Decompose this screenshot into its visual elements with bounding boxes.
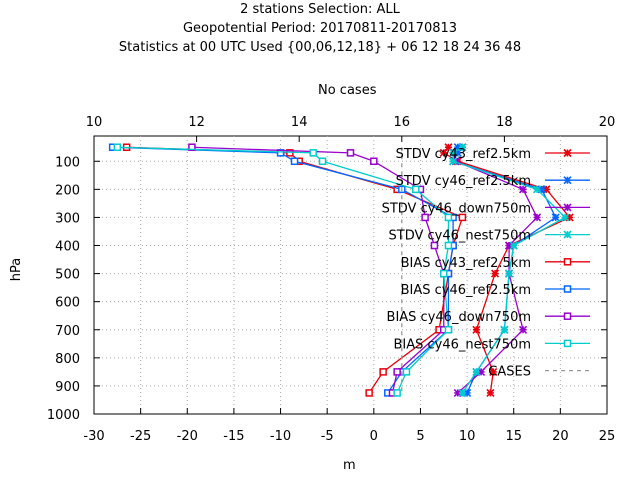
series-point: [458, 213, 467, 222]
y-tick-label: 400: [55, 240, 80, 255]
x-tick-label: -25: [130, 429, 151, 444]
x-axis-label: m: [343, 458, 356, 473]
legend-label: STDV cy46_ref2.5km: [396, 174, 531, 189]
legend-marker: [563, 339, 572, 348]
series-point: [444, 241, 453, 250]
series-point: [402, 368, 411, 376]
series-point: [472, 325, 481, 334]
legend-label: BIAS cy43_ref2.5km: [401, 256, 531, 271]
x-tick-label: -20: [177, 429, 198, 444]
legend-label: CASES: [488, 365, 531, 380]
series-point: [379, 368, 387, 376]
x-tick-label: 15: [505, 429, 522, 444]
x2-tick-label: 16: [394, 115, 411, 130]
x-tick-label: 20: [552, 429, 569, 444]
y-tick-label: 100: [55, 155, 80, 170]
legend-marker: [563, 230, 572, 239]
x2-tick-label: 20: [599, 115, 616, 130]
y-tick-label: 1000: [47, 408, 80, 423]
series-point: [393, 389, 401, 397]
x-tick-label: 5: [416, 429, 424, 444]
x-tick-label: 10: [459, 429, 476, 444]
series-point: [412, 185, 420, 194]
legend-label: STDV cy43_ref2.5km: [396, 147, 531, 162]
legend-marker: [563, 148, 572, 158]
plot-frame: [93, 135, 608, 415]
series-point: [309, 149, 317, 157]
series-point: [489, 367, 498, 376]
series-point: [440, 269, 448, 278]
series-point: [491, 269, 500, 278]
legend-label: BIAS cy46_down750m: [387, 310, 531, 325]
y-tick-label: 700: [55, 324, 80, 339]
x-tick-label: 0: [370, 429, 378, 444]
series-point: [439, 148, 448, 157]
series-point: [430, 241, 439, 250]
legend-label: STDV cy46_nest750m: [389, 229, 531, 244]
series-point: [188, 143, 196, 151]
series-line-5: [112, 146, 454, 394]
series-point: [449, 157, 458, 166]
series-point: [113, 143, 122, 151]
x2-tick-label: 18: [496, 115, 513, 130]
series-point: [486, 388, 495, 398]
y-tick-label: 300: [55, 211, 80, 226]
x-tick-label: -30: [83, 429, 104, 444]
series-point: [532, 213, 542, 222]
series-line-2: [452, 146, 538, 394]
top-axis-label: No cases: [318, 83, 377, 98]
legend-marker: [563, 258, 572, 266]
series-point: [551, 213, 560, 222]
legend-marker: [563, 285, 572, 293]
series-line-7: [117, 146, 450, 394]
x2-tick-label: 14: [291, 115, 308, 130]
series-point: [532, 185, 542, 194]
series-line-6: [191, 146, 445, 394]
series-point: [472, 367, 481, 376]
x-tick-label: 25: [599, 429, 616, 444]
legend-label: BIAS cy46_ref2.5km: [401, 283, 531, 298]
series-point: [458, 388, 467, 398]
legend-marker: [563, 312, 572, 320]
chart-title-line-1: 2 stations Selection: ALL: [240, 2, 400, 17]
x-tick-label: -5: [321, 429, 334, 444]
series-point: [509, 241, 518, 250]
series-point: [365, 389, 373, 397]
series-point: [560, 213, 570, 222]
y-tick-label: 900: [55, 380, 80, 395]
series-point: [290, 157, 299, 166]
x2-tick-label: 12: [188, 115, 205, 130]
series-point: [346, 149, 355, 157]
series-point: [504, 269, 514, 278]
y-tick-label: 600: [55, 296, 80, 311]
y-tick-label: 800: [55, 352, 80, 367]
series-point: [421, 213, 429, 222]
series-point: [370, 157, 378, 166]
series-point: [500, 325, 509, 334]
legend-marker: [563, 203, 572, 212]
series-point: [518, 325, 528, 334]
series-point: [458, 143, 467, 152]
y-tick-label: 500: [55, 268, 80, 283]
series-line-4: [126, 146, 464, 394]
x-tick-label: -15: [223, 429, 244, 444]
legend-marker: [563, 176, 572, 185]
series-point: [518, 185, 528, 194]
y-tick-label: 200: [55, 183, 80, 198]
series-point: [444, 213, 453, 222]
series-point: [318, 157, 327, 166]
legend-label: BIAS cy46_nest750m: [394, 337, 532, 352]
x2-tick-label: 10: [86, 115, 103, 130]
series-point: [393, 368, 401, 376]
series-point: [444, 326, 453, 334]
chart-title-line-2: Geopotential Period: 20170811-20170813: [182, 21, 458, 36]
series-point: [449, 148, 458, 157]
x-tick-label: -10: [270, 429, 291, 444]
chart-title-line-3: Statistics at 00 UTC Used {00,06,12,18} …: [118, 40, 522, 55]
legend-label: STDV cy46_down750m: [382, 201, 531, 216]
series-line-3: [452, 146, 567, 394]
